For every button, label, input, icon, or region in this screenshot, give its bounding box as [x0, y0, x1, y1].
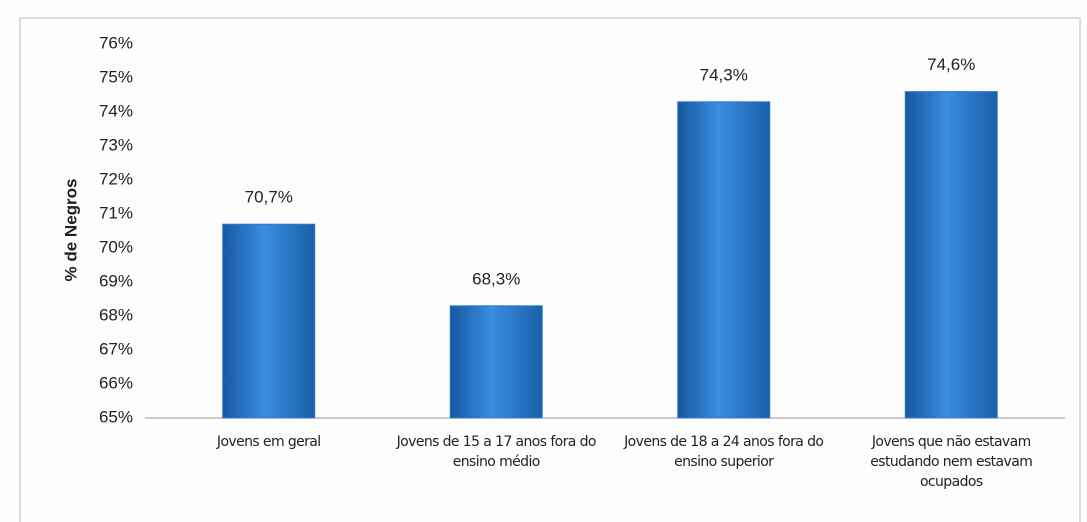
y-tick-label: 72%	[99, 169, 133, 188]
x-tick-label: Jovens em geral	[216, 434, 321, 450]
y-tick-label: 74%	[99, 101, 133, 120]
x-tick-label: Jovens de 18 a 24 anos fora do ensino su…	[624, 434, 824, 470]
x-tick-label: Jovens de 15 a 17 anos fora do ensino mé…	[396, 434, 597, 470]
y-axis-title: % de Negros	[61, 179, 80, 282]
chart-frame	[19, 17, 1081, 522]
y-tick-label: 65%	[99, 407, 133, 426]
y-tick-label: 66%	[99, 373, 133, 392]
value-label: 74,3%	[700, 65, 748, 84]
y-tick-label: 76%	[99, 33, 133, 52]
y-tick-label: 68%	[99, 305, 133, 324]
y-tick-label: 67%	[99, 339, 133, 358]
bar	[904, 91, 998, 419]
y-tick-label: 75%	[99, 67, 133, 86]
bar	[222, 223, 316, 419]
bar	[449, 305, 543, 419]
value-label: 68,3%	[472, 269, 520, 288]
y-tick-label: 70%	[99, 237, 133, 256]
bar	[677, 101, 771, 419]
value-label: 70,7%	[245, 188, 293, 207]
y-tick-label: 71%	[99, 203, 133, 222]
y-tick-label: 73%	[99, 135, 133, 154]
x-tick-label: Jovens que não estavam estudando nem est…	[870, 434, 1033, 490]
value-label: 74,6%	[927, 55, 975, 74]
y-tick-label: 69%	[99, 271, 133, 290]
